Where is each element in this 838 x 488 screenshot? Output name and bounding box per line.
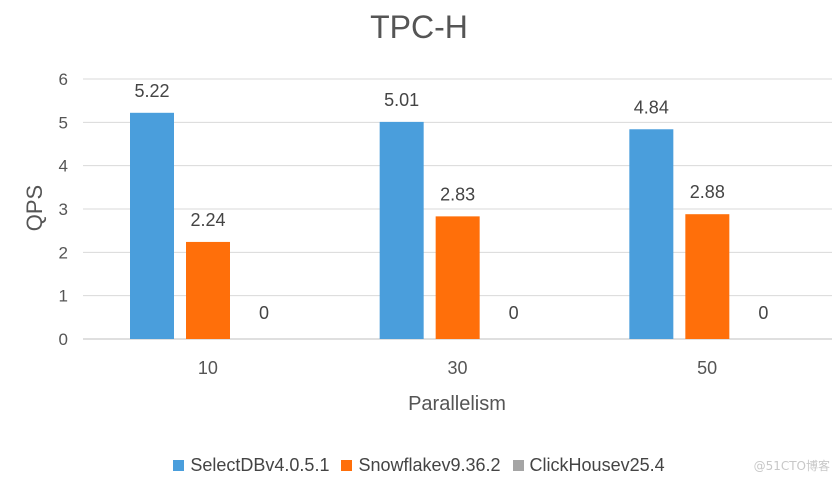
bar-selectdbv4-0-5-1-50 — [629, 129, 674, 339]
data-label: 4.84 — [634, 97, 669, 117]
x-axis-label: Parallelism — [408, 393, 506, 415]
bar-snowflakev9-36-2-10 — [186, 241, 230, 339]
x-tick-label: 10 — [198, 358, 218, 378]
chart-title: TPC-H — [370, 9, 468, 45]
data-label: 2.24 — [190, 210, 225, 230]
y-tick-label: 1 — [59, 287, 68, 306]
legend-label-clickhouse: ClickHousev25.4 — [529, 455, 665, 475]
y-tick-label: 3 — [59, 200, 68, 219]
bar-selectdbv4-0-5-1-30 — [379, 121, 424, 340]
data-label: 5.22 — [134, 81, 169, 101]
x-tick-label: 30 — [447, 358, 467, 378]
data-label: 0 — [758, 303, 768, 323]
legend-label-selectdb: SelectDBv4.0.5.1 — [190, 455, 330, 475]
y-axis-label: QPS — [22, 185, 47, 231]
y-tick-label: 0 — [59, 330, 68, 349]
data-label: 2.83 — [440, 184, 475, 204]
y-tick-label: 6 — [59, 70, 68, 89]
legend: SelectDBv4.0.5.1 Snowflakev9.36.2 ClickH… — [0, 455, 838, 476]
data-label: 0 — [259, 303, 269, 323]
y-tick-label: 2 — [59, 243, 68, 262]
x-tick-label: 50 — [697, 358, 717, 378]
data-label: 5.01 — [384, 90, 419, 110]
x-axis-ticks: 10 30 50 — [198, 358, 717, 378]
bar-snowflakev9-36-2-50 — [685, 214, 730, 339]
y-tick-label: 4 — [59, 157, 68, 176]
bar-selectdbv4-0-5-1-10 — [130, 112, 174, 339]
watermark: @51CTO博客 — [753, 459, 830, 473]
legend-label-snowflake: Snowflakev9.36.2 — [358, 455, 501, 475]
legend-item-selectdb: SelectDBv4.0.5.1 — [173, 455, 329, 476]
data-labels: 5.22 2.24 0 5.01 2.83 0 4.84 2.88 0 — [134, 81, 768, 323]
y-tick-label: 5 — [59, 113, 68, 132]
legend-swatch-snowflake — [341, 460, 353, 471]
y-axis-ticks: 0 1 2 3 4 5 6 — [59, 70, 68, 349]
legend-swatch-clickhouse — [512, 460, 524, 471]
bars — [130, 112, 730, 340]
legend-item-snowflake: Snowflakev9.36.2 — [341, 455, 501, 476]
data-label: 0 — [509, 303, 519, 323]
bar-snowflakev9-36-2-30 — [435, 216, 480, 339]
data-label: 2.88 — [690, 182, 725, 202]
legend-swatch-selectdb — [173, 460, 185, 471]
legend-item-clickhouse: ClickHousev25.4 — [512, 455, 665, 476]
